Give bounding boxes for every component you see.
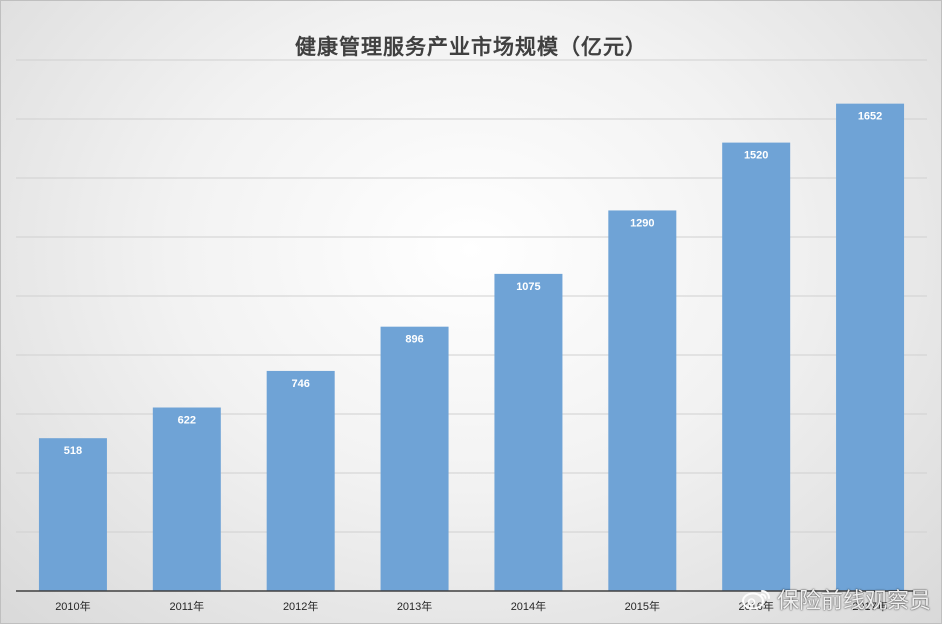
bars xyxy=(38,103,905,591)
x-tick-label: 2010年 xyxy=(55,599,90,613)
bar-2014年 xyxy=(494,273,563,591)
bar-2017年 xyxy=(836,103,905,591)
x-tick-label: 2014年 xyxy=(511,599,546,613)
bar-2011年 xyxy=(152,407,221,591)
data-label: 1075 xyxy=(516,281,540,293)
data-label: 746 xyxy=(292,378,310,390)
watermark: 保险前线观察员 xyxy=(741,583,931,615)
x-tick-label: 2017年 xyxy=(852,599,887,613)
x-tick-label: 2015年 xyxy=(625,599,660,613)
bar-2016年 xyxy=(722,142,791,591)
data-label: 896 xyxy=(405,334,423,346)
data-labels: 518 622 746 896 1075 1290 1520 1652 xyxy=(64,111,883,458)
x-tick-label: 2012年 xyxy=(283,599,318,613)
x-tick-label: 2013年 xyxy=(397,599,432,613)
x-tick-label: 2011年 xyxy=(169,599,204,613)
data-label: 518 xyxy=(64,445,82,457)
data-label: 1520 xyxy=(744,150,768,162)
data-label: 1290 xyxy=(630,217,654,229)
data-label: 622 xyxy=(178,415,196,427)
chart-title: 健康管理服务产业市场规模（亿元） xyxy=(295,35,647,59)
bar-2010年 xyxy=(38,438,107,591)
watermark-text: 保险前线观察员 xyxy=(776,589,931,614)
gridlines xyxy=(16,59,927,533)
x-tick-label: 2016年 xyxy=(738,599,773,613)
x-tick-labels: 2010年 2011年 2012年 2013年 2014年 2015年 2016年 2017年 xyxy=(55,599,888,613)
weibo-icon xyxy=(741,590,770,610)
data-label: 1652 xyxy=(858,111,882,123)
bar-2013年 xyxy=(380,326,449,591)
bar-2015年 xyxy=(608,210,677,591)
bar-2012年 xyxy=(266,370,335,591)
